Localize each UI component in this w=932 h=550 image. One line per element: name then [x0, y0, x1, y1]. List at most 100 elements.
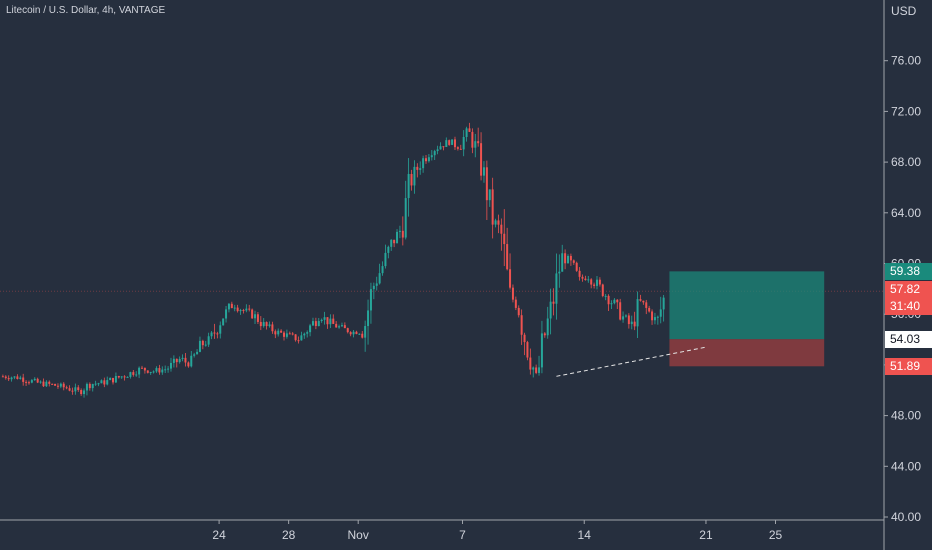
candle [184, 352, 187, 367]
candle [190, 351, 193, 368]
candle [85, 382, 88, 396]
candle [598, 277, 601, 287]
candle-body [352, 331, 355, 335]
x-tick-label: 21 [699, 528, 713, 542]
candle-body [106, 380, 109, 385]
candle [135, 371, 138, 377]
candle-body [468, 128, 471, 132]
dashed-trendline [556, 346, 707, 377]
candle [256, 312, 259, 325]
candle-body [94, 383, 97, 385]
candle-body [225, 309, 228, 319]
candle [595, 275, 598, 290]
candle [36, 377, 39, 384]
candle-body [201, 340, 204, 346]
candle-body [1, 376, 4, 378]
candle [285, 329, 288, 339]
candle-body [543, 333, 546, 336]
candle [317, 318, 320, 327]
candle-body [381, 266, 384, 274]
candle-body [578, 270, 581, 277]
candle [83, 388, 86, 398]
y-tick-label: 68.00 [891, 155, 921, 169]
candle [369, 282, 372, 324]
candle-body [16, 376, 19, 379]
candle [622, 311, 625, 323]
candle-body [349, 332, 352, 335]
candle-body [598, 279, 601, 285]
candle-body [436, 149, 439, 152]
candle-body [77, 387, 80, 391]
candle-body [335, 323, 338, 328]
candle-body [303, 333, 306, 336]
candle-body [561, 253, 564, 272]
candle [543, 332, 546, 338]
candle [274, 329, 277, 339]
candle-body [146, 370, 149, 373]
candle-body [129, 372, 132, 377]
candle [358, 333, 361, 335]
candle [581, 274, 584, 282]
candle-body [190, 355, 193, 367]
candle-body [4, 376, 7, 379]
candle [56, 383, 59, 389]
candle [659, 296, 662, 324]
stop-price-tag: 51.89 [885, 357, 932, 375]
candle [381, 261, 384, 276]
candle [465, 126, 468, 142]
candle [320, 318, 323, 323]
candle-body [164, 369, 167, 371]
candle [196, 349, 199, 355]
candle [141, 365, 144, 369]
candle-body [135, 374, 138, 376]
candle [491, 177, 494, 239]
candle-body [410, 173, 413, 186]
candle [453, 136, 456, 150]
candle [19, 375, 22, 380]
candle [1, 374, 4, 378]
candle [51, 383, 54, 385]
candle-body [494, 220, 497, 225]
candle-body [425, 158, 428, 162]
candle [227, 303, 230, 313]
candle [480, 132, 483, 181]
candle [245, 304, 248, 313]
candle [349, 331, 352, 337]
candle-body [607, 295, 610, 305]
candle-body [430, 155, 433, 158]
candle-body [662, 297, 665, 310]
candle [311, 317, 314, 327]
candle-body [141, 367, 144, 369]
candle-body [161, 369, 164, 373]
candle [109, 377, 112, 381]
candle [126, 376, 129, 378]
candle-body [19, 377, 22, 379]
candle-body [361, 333, 364, 338]
candle [103, 377, 106, 388]
candle-body [178, 359, 181, 363]
candle [77, 385, 80, 392]
candle [656, 315, 659, 325]
y-tick-label: 40.00 [891, 510, 921, 524]
candle [514, 296, 517, 311]
candle-body [103, 380, 106, 385]
candle-body [648, 307, 651, 312]
target-price-value: 59.38 [890, 263, 921, 278]
candle-body [245, 308, 248, 311]
candle [485, 160, 488, 221]
x-tick-label: 7 [459, 528, 466, 542]
candle [248, 304, 251, 312]
candle [242, 308, 245, 314]
candle-body [184, 357, 187, 363]
candle-body [622, 316, 625, 320]
candle [97, 382, 100, 387]
candle [535, 364, 538, 375]
candle [201, 339, 204, 350]
candle-body [416, 166, 419, 170]
candle-body [120, 376, 123, 378]
candle-body [277, 330, 280, 335]
candle [564, 249, 567, 270]
candle [30, 378, 33, 384]
candle-body [572, 260, 575, 263]
